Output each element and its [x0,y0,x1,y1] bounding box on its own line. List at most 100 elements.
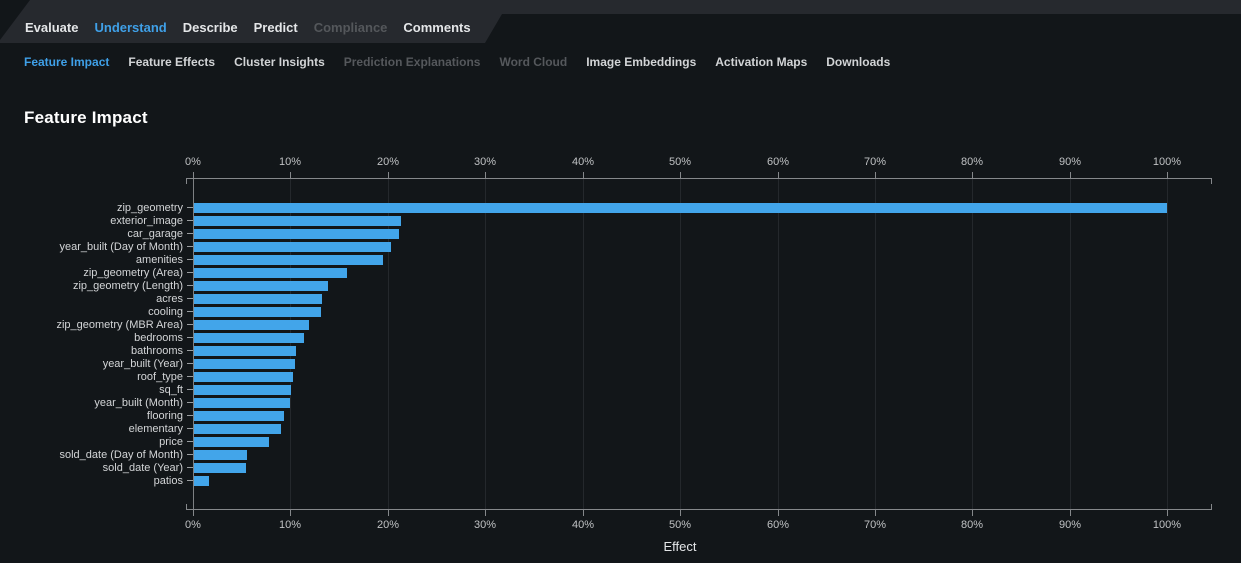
category-tick [187,337,193,338]
x-tick-bottom [778,510,779,516]
category-tick [187,311,193,312]
bar[interactable] [194,293,322,304]
x-tick-label-top: 90% [1058,156,1082,168]
category-label: flooring [146,409,183,422]
tab-describe[interactable]: Describe [182,20,238,35]
x-tick-bottom [193,510,194,516]
subtab-cluster-insights[interactable]: Cluster Insights [234,55,325,69]
x-tick-label-top: 30% [473,156,497,168]
category-label: bathrooms [131,344,183,357]
x-tick-bottom [875,510,876,516]
bar[interactable] [194,371,293,382]
category-label: bedrooms [134,331,183,344]
tab-evaluate[interactable]: Evaluate [25,20,79,35]
category-tick [187,298,193,299]
bar[interactable] [194,462,246,473]
tab-comments[interactable]: Comments [403,20,471,35]
bar[interactable] [194,384,291,395]
subtab-activation-maps[interactable]: Activation Maps [715,55,808,69]
category-label: amenities [135,253,183,266]
x-tick-top [972,172,973,178]
bar[interactable] [194,241,391,252]
bar[interactable] [194,423,281,434]
gridline [778,179,779,509]
bar[interactable] [194,280,328,291]
x-tick-label-top: 0% [185,156,201,168]
x-tick-bottom [1070,510,1071,516]
x-tick-top [388,172,389,178]
plot-area: 0% 0% 10% 10% 20% 20% 30% 30% 40% 40% 50% 50% 60% 60%… [185,156,1212,531]
x-tick-top [778,172,779,178]
tab-understand[interactable]: Understand [94,20,167,35]
bar[interactable] [194,228,399,239]
bar[interactable] [194,332,304,343]
category-tick [187,441,193,442]
bar[interactable] [194,215,401,226]
category-tick [187,285,193,286]
subtab-feature-effects[interactable]: Feature Effects [128,55,216,69]
bar[interactable] [194,267,347,278]
x-tick-top [680,172,681,178]
bar[interactable] [194,436,269,447]
category-label: zip_geometry [116,201,183,214]
x-tick-label-bottom: 40% [571,519,595,531]
category-tick [187,467,193,468]
x-tick-top [290,172,291,178]
bar[interactable] [194,449,247,460]
x-axis-title: Effect [663,539,697,554]
tab-predict[interactable]: Predict [253,20,298,35]
category-label: sold_date (Day of Month) [59,448,183,461]
x-tick-label-bottom: 80% [960,519,984,531]
axis-endcap-bottom-left [186,504,187,509]
x-tick-top [1070,172,1071,178]
x-tick-top [1167,172,1168,178]
bar[interactable] [194,254,383,265]
category-tick [187,402,193,403]
category-label: year_built (Year) [102,357,183,370]
category-label: zip_geometry (Area) [83,266,183,279]
bar[interactable] [194,358,295,369]
category-tick [187,376,193,377]
category-label: sq_ft [159,383,183,396]
gridline [388,179,389,509]
category-tick [187,259,193,260]
x-tick-bottom [1167,510,1168,516]
category-label: year_built (Day of Month) [59,240,184,253]
gridline [485,179,486,509]
category-tick [187,246,193,247]
gridline [290,179,291,509]
bar[interactable] [194,202,1167,213]
bar[interactable] [194,410,284,421]
category-tick [187,207,193,208]
x-axis-line-bottom [186,509,1212,510]
bar[interactable] [194,306,321,317]
category-label: cooling [148,305,183,318]
bar[interactable] [194,319,309,330]
category-label: exterior_image [110,214,183,227]
x-tick-label-bottom: 50% [668,519,692,531]
x-tick-label-bottom: 100% [1152,519,1182,531]
x-tick-label-bottom: 90% [1058,519,1082,531]
x-tick-label-bottom: 10% [278,519,302,531]
bar[interactable] [194,475,209,486]
tab-compliance: Compliance [313,20,388,35]
y-axis-spine [193,179,194,509]
gridline [1167,179,1168,509]
category-tick [187,220,193,221]
subtab-downloads[interactable]: Downloads [826,55,891,69]
axis-endcap-top-right [1211,179,1212,184]
category-label: elementary [128,422,183,435]
x-axis-line-top [186,178,1212,179]
subtab-feature-impact[interactable]: Feature Impact [24,55,110,69]
category-label: roof_type [137,370,183,383]
main-nav: Evaluate Understand Describe Predict Complia… [0,13,500,43]
subtab-image-embeddings[interactable]: Image Embeddings [586,55,697,69]
bar[interactable] [194,345,296,356]
category-tick [187,350,193,351]
x-tick-label-bottom: 20% [376,519,400,531]
category-label: zip_geometry (Length) [72,279,183,292]
category-tick [187,454,193,455]
category-tick [187,428,193,429]
bar[interactable] [194,397,290,408]
category-tick [187,363,193,364]
